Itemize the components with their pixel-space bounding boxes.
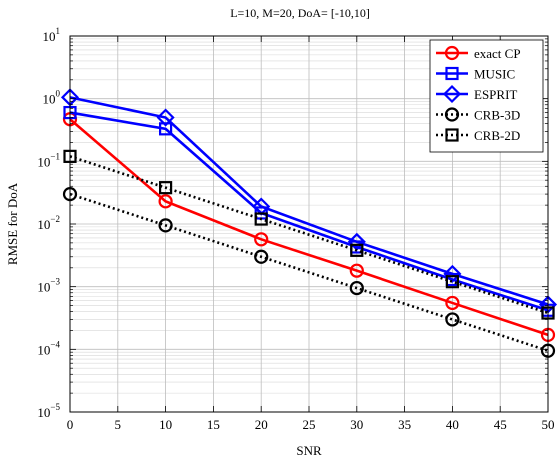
axis-ticks: 10−5 10−4 10−3 10−2 10−1 100 101 0 5 10 15 20 25 30 35… [37, 26, 554, 432]
series-line-crb-2d [69, 155, 549, 315]
x-tick-label: 10 [159, 417, 172, 432]
data-point-crb-3d [349, 280, 364, 296]
y-tick-label: 101 [43, 26, 61, 44]
data-point-crb-2d [159, 181, 173, 195]
series-line-esprit [69, 96, 549, 306]
data-point-exact-cp [349, 263, 364, 278]
x-axis-label: SNR [296, 443, 322, 458]
data-point-music [159, 122, 173, 136]
y-tick-label: 10−2 [37, 214, 60, 232]
series-line-music [69, 111, 549, 312]
data-point-exact-cp [445, 295, 460, 311]
data-point-esprit [156, 108, 175, 127]
y-tick-label: 100 [43, 89, 61, 107]
x-tick-label: 35 [398, 417, 411, 432]
data-point-crb-2d [254, 212, 268, 226]
legend-marker-esprit [442, 84, 462, 104]
chart-title: L=10, M=20, DoA= [-10,10] [230, 6, 370, 20]
legend-marker-crb-2d [445, 128, 459, 142]
legend-marker-music [445, 66, 459, 81]
x-tick-label: 45 [494, 417, 507, 432]
legend-label-exact-cp: exact CP [474, 46, 521, 61]
data-point-crb-2d [445, 275, 459, 289]
data-point-exact-cp [254, 232, 269, 247]
x-tick-label: 0 [67, 417, 74, 432]
y-tick-label: 10−3 [37, 277, 60, 295]
series-line-crb-3d [69, 192, 549, 352]
data-point-crb-2d [350, 243, 364, 257]
y-axis-label: RMSE for DoA [5, 182, 20, 265]
x-tick-label: 20 [255, 417, 268, 432]
series-line-exact-cp [69, 118, 549, 337]
legend-label-music: MUSIC [474, 67, 515, 82]
data-point-exact-cp [158, 194, 173, 209]
x-tick-label: 50 [542, 417, 555, 432]
y-tick-label: 10−1 [37, 151, 60, 169]
legend-label-crb-2d: CRB-2D [474, 128, 520, 143]
legend-label-crb-3d: CRB-3D [474, 108, 520, 123]
x-tick-label: 5 [115, 417, 122, 432]
y-tick-label: 10−4 [37, 339, 60, 357]
x-tick-label: 25 [303, 417, 316, 432]
x-tick-label: 40 [446, 417, 459, 432]
x-tick-label: 15 [207, 417, 220, 432]
legend-marker-crb-3d [444, 107, 460, 122]
data-point-crb-3d [445, 312, 460, 327]
data-point-esprit [443, 264, 462, 283]
legend: exact CP MUSIC ESPRIT CRB-3D CRB-2D [429, 39, 544, 153]
data-point-crb-3d [158, 218, 173, 233]
y-tick-label: 10−5 [37, 402, 60, 420]
data-point-crb-3d [254, 249, 269, 264]
x-tick-label: 30 [350, 417, 363, 432]
legend-marker-exact-cp [444, 45, 460, 61]
legend-label-esprit: ESPRIT [474, 87, 517, 102]
